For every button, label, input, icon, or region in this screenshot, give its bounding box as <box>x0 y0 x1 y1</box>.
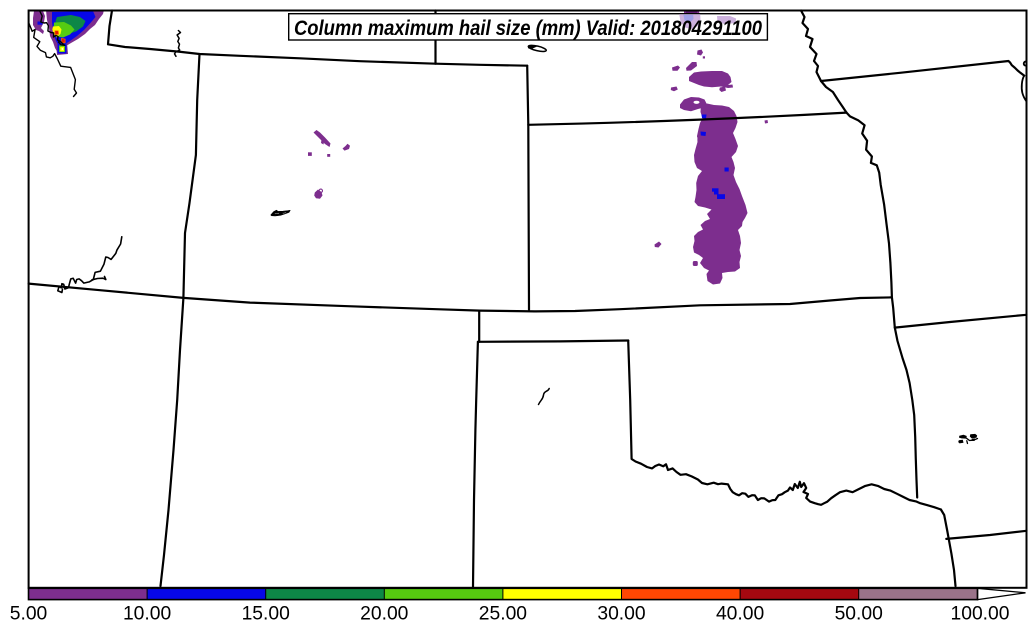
svg-text:Column maximum hail size (mm): Column maximum hail size (mm) Valid: 201… <box>294 16 762 40</box>
svg-text:15.00: 15.00 <box>242 604 290 625</box>
svg-text:5.00: 5.00 <box>10 604 48 625</box>
svg-text:100.00: 100.00 <box>951 604 1010 625</box>
svg-text:40.00: 40.00 <box>716 604 764 625</box>
svg-text:50.00: 50.00 <box>835 604 883 625</box>
svg-text:20.00: 20.00 <box>360 604 408 625</box>
svg-text:25.00: 25.00 <box>479 604 527 625</box>
svg-text:30.00: 30.00 <box>597 604 645 625</box>
svg-text:10.00: 10.00 <box>123 604 171 625</box>
